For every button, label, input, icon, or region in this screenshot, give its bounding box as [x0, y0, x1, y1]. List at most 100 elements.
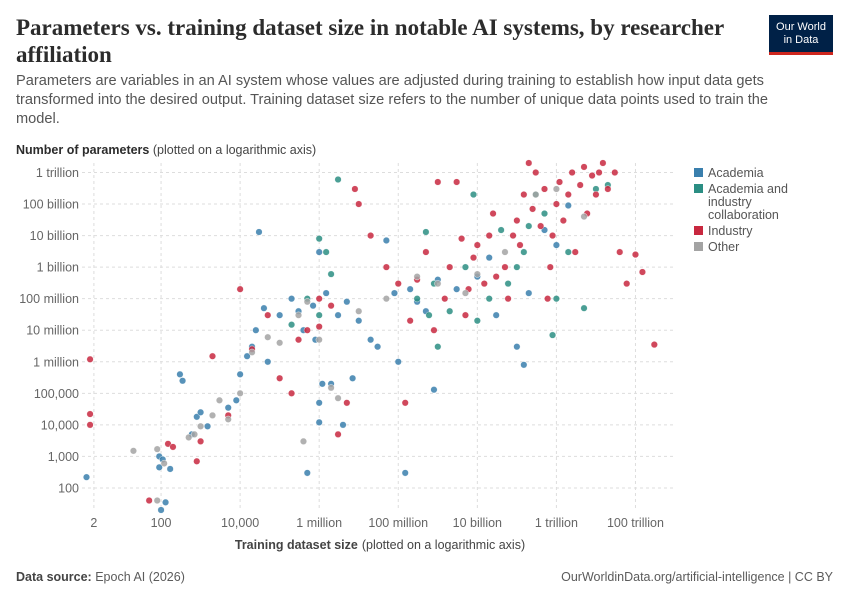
point-industry[interactable] [549, 232, 557, 240]
legend-label-industry[interactable]: Industry [708, 224, 753, 238]
point-academia[interactable] [264, 358, 272, 366]
point-industry[interactable] [571, 248, 579, 256]
point-industry[interactable] [516, 241, 524, 249]
point-industry[interactable] [86, 410, 94, 418]
point-industry[interactable] [86, 421, 94, 429]
point-industry[interactable] [568, 168, 576, 176]
point-academia-and-industry-collaboration[interactable] [525, 222, 533, 230]
point-academia[interactable] [252, 326, 260, 334]
data-points[interactable] [83, 159, 658, 514]
point-academia-and-industry-collaboration[interactable] [520, 248, 528, 256]
point-industry[interactable] [489, 210, 497, 218]
point-academia[interactable] [430, 386, 438, 394]
point-academia-and-industry-collaboration[interactable] [425, 311, 433, 319]
point-academia[interactable] [309, 302, 317, 310]
point-academia[interactable] [315, 399, 323, 407]
point-academia[interactable] [492, 311, 500, 319]
point-academia-and-industry-collaboration[interactable] [549, 331, 557, 339]
point-industry[interactable] [276, 374, 284, 382]
point-academia[interactable] [166, 465, 174, 473]
point-academia[interactable] [382, 236, 390, 244]
point-academia[interactable] [276, 311, 284, 319]
point-academia[interactable] [318, 380, 326, 388]
point-industry[interactable] [422, 248, 430, 256]
point-other[interactable] [197, 422, 205, 430]
point-academia[interactable] [176, 370, 184, 378]
point-academia[interactable] [197, 408, 205, 416]
point-industry[interactable] [145, 497, 153, 505]
point-other[interactable] [153, 497, 161, 505]
point-industry[interactable] [446, 263, 454, 271]
point-academia[interactable] [406, 285, 414, 293]
point-academia[interactable] [520, 361, 528, 369]
point-industry[interactable] [473, 241, 481, 249]
point-academia[interactable] [224, 404, 232, 412]
legend-swatch-other[interactable] [694, 242, 703, 251]
point-academia[interactable] [236, 370, 244, 378]
point-academia-and-industry-collaboration[interactable] [552, 295, 560, 303]
point-industry[interactable] [544, 295, 552, 303]
point-other[interactable] [461, 289, 469, 297]
point-other[interactable] [315, 336, 323, 344]
point-industry[interactable] [394, 280, 402, 288]
point-other[interactable] [299, 437, 307, 445]
point-industry[interactable] [193, 457, 201, 465]
point-industry[interactable] [355, 200, 363, 208]
point-industry[interactable] [401, 399, 409, 407]
point-academia[interactable] [243, 352, 251, 360]
point-academia-and-industry-collaboration[interactable] [473, 317, 481, 325]
point-industry[interactable] [367, 232, 375, 240]
legend-label-academia[interactable]: Academia [708, 166, 764, 180]
point-academia[interactable] [204, 422, 212, 430]
legend-swatch-academia[interactable] [694, 168, 703, 177]
point-industry[interactable] [501, 263, 509, 271]
point-industry[interactable] [509, 232, 517, 240]
point-other[interactable] [413, 273, 421, 281]
point-industry[interactable] [334, 430, 342, 438]
point-other[interactable] [334, 394, 342, 402]
point-industry[interactable] [616, 248, 624, 256]
point-other[interactable] [209, 411, 217, 419]
point-academia-and-industry-collaboration[interactable] [461, 263, 469, 271]
point-industry[interactable] [537, 222, 545, 230]
point-academia-and-industry-collaboration[interactable] [413, 295, 421, 303]
point-industry[interactable] [638, 268, 646, 276]
point-academia[interactable] [179, 377, 187, 385]
point-other[interactable] [473, 270, 481, 278]
point-academia-and-industry-collaboration[interactable] [446, 307, 454, 315]
point-industry[interactable] [520, 191, 528, 199]
point-academia[interactable] [374, 343, 382, 351]
point-industry[interactable] [504, 295, 512, 303]
point-other[interactable] [160, 459, 168, 467]
point-industry[interactable] [453, 178, 461, 186]
point-academia[interactable] [288, 295, 296, 303]
point-industry[interactable] [470, 254, 478, 262]
point-academia[interactable] [355, 317, 363, 325]
point-academia-and-industry-collaboration[interactable] [288, 321, 296, 329]
point-academia-and-industry-collaboration[interactable] [334, 175, 342, 183]
point-industry[interactable] [540, 185, 548, 193]
point-academia-and-industry-collaboration[interactable] [422, 228, 430, 236]
footer-url[interactable]: OurWorldinData.org/artificial-intelligen… [561, 570, 833, 584]
point-other[interactable] [264, 333, 272, 341]
point-industry[interactable] [430, 326, 438, 334]
point-industry[interactable] [461, 311, 469, 319]
point-industry[interactable] [434, 178, 442, 186]
point-industry[interactable] [588, 172, 596, 180]
legend-label-academia-and-industry-collaboration[interactable]: Academia and industry collaboration [708, 182, 788, 222]
point-industry[interactable] [315, 323, 323, 331]
point-academia-and-industry-collaboration[interactable] [315, 235, 323, 243]
point-industry[interactable] [264, 311, 272, 319]
point-other[interactable] [552, 185, 560, 193]
point-industry[interactable] [406, 317, 414, 325]
point-industry[interactable] [564, 191, 572, 199]
point-industry[interactable] [288, 389, 296, 397]
point-academia[interactable] [315, 248, 323, 256]
point-industry[interactable] [169, 443, 177, 451]
legend-label-other[interactable]: Other [708, 240, 739, 254]
point-academia[interactable] [485, 254, 493, 262]
point-industry[interactable] [532, 168, 540, 176]
point-academia[interactable] [349, 374, 357, 382]
point-academia[interactable] [401, 469, 409, 477]
point-industry[interactable] [576, 181, 584, 189]
